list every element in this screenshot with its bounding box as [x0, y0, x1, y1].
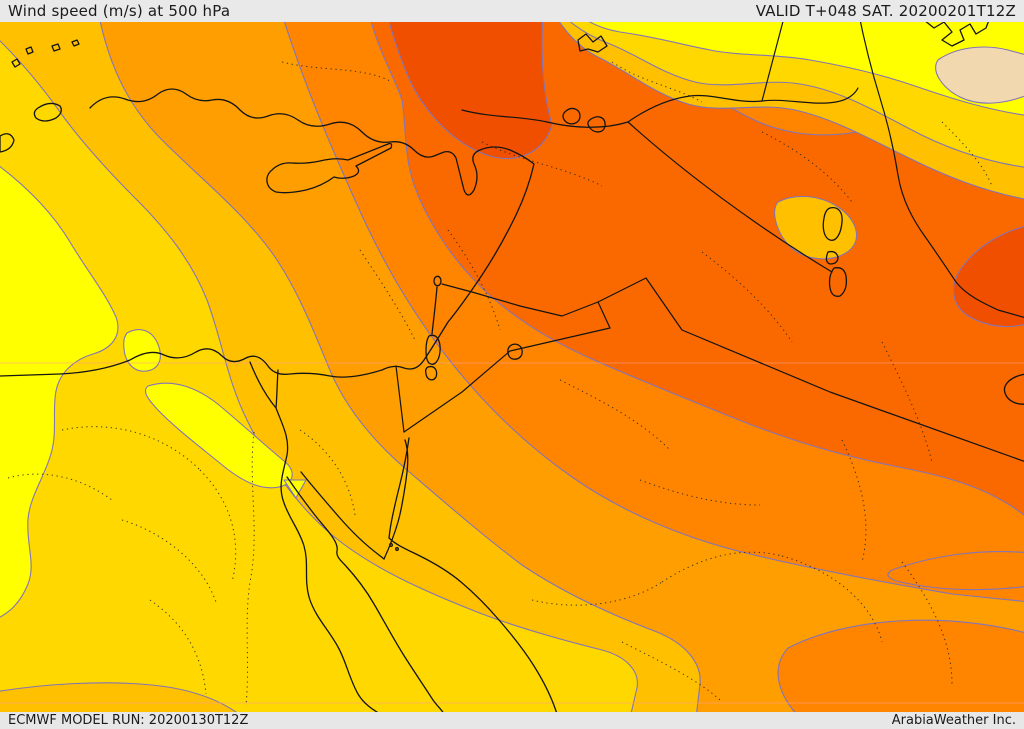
model-run-label: ECMWF MODEL RUN: 20200130T12Z [8, 713, 249, 728]
country-borders [395, 9, 1024, 462]
latitude-lines [0, 362, 1024, 704]
valid-time-label: VALID T+048 SAT. 20200201T12Z [755, 2, 1016, 20]
map-title: Wind speed (m/s) at 500 hPa [8, 2, 231, 20]
admin-boundaries [7, 61, 993, 707]
branding-label: ArabiaWeather Inc. [891, 713, 1016, 728]
header-bar: Wind speed (m/s) at 500 hPa VALID T+048 … [0, 0, 1024, 22]
footer-bar: ECMWF MODEL RUN: 20200130T12Z ArabiaWeat… [0, 712, 1024, 729]
